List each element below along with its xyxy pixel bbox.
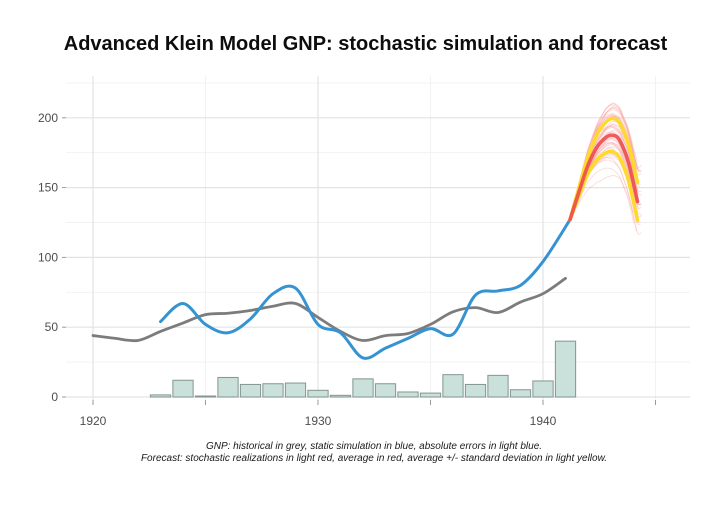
- y-tick-label: 100: [38, 250, 58, 264]
- forecast-realization-line: [569, 174, 638, 232]
- error-bar: [419, 392, 442, 398]
- y-tick-label: 200: [38, 111, 58, 125]
- error-bar: [172, 379, 194, 398]
- error-bar: [149, 394, 172, 398]
- y-tick-label: 150: [38, 181, 58, 195]
- chart-title: Advanced Klein Model GNP: stochastic sim…: [63, 33, 668, 55]
- error-bar: [442, 374, 464, 398]
- error-bar: [532, 380, 554, 398]
- x-tick-label: 1930: [305, 414, 332, 428]
- error-bar: [239, 383, 262, 398]
- x-tick-label: 1940: [530, 414, 557, 428]
- error-bar: [464, 383, 487, 398]
- error-bar: [284, 382, 307, 398]
- x-tick-label: 1920: [80, 414, 107, 428]
- error-bar: [217, 376, 239, 398]
- forecast-average-line: [568, 133, 640, 222]
- caption-line-2: Forecast: stochastic realizations in lig…: [140, 453, 608, 464]
- error-bar: [307, 389, 329, 398]
- historical-line: [91, 276, 567, 343]
- error-bar: [397, 391, 419, 398]
- y-tick-label: 0: [51, 390, 58, 404]
- chart-caption: GNP: historical in grey, static simulati…: [43, 441, 705, 465]
- error-bar: [374, 383, 397, 398]
- error-bar: [262, 383, 284, 398]
- error-bar: [352, 378, 374, 398]
- error-bar: [329, 394, 352, 398]
- error-bar: [509, 389, 532, 398]
- error-bar: [554, 340, 577, 398]
- y-tick-label: 50: [45, 320, 59, 334]
- error-bar: [194, 395, 217, 398]
- simulation-line: [159, 218, 572, 360]
- caption-line-1: GNP: historical in grey, static simulati…: [205, 441, 543, 452]
- error-bar: [487, 374, 509, 398]
